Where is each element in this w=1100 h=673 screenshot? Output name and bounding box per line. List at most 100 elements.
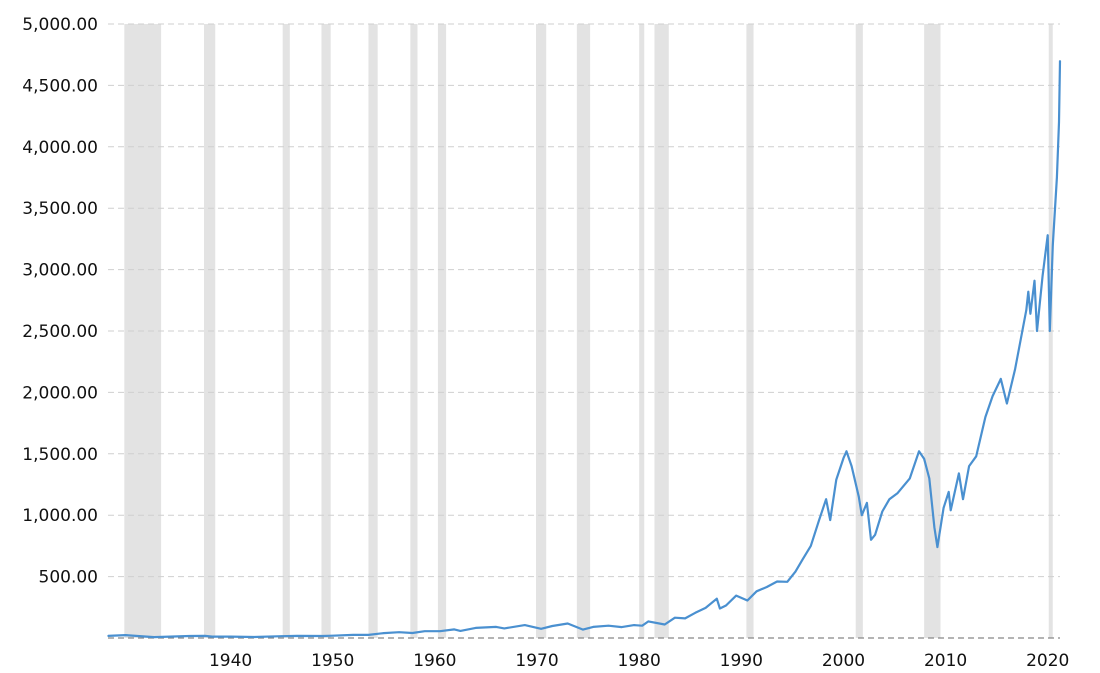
- x-tick-label: 2010: [924, 651, 967, 671]
- y-tick-label: 3,000.00: [22, 261, 98, 281]
- x-tick-label: 1940: [209, 651, 252, 671]
- data-point: [620, 626, 623, 628]
- data-point: [540, 627, 542, 630]
- data-point: [607, 624, 610, 627]
- data-point: [933, 526, 936, 529]
- data-point: [861, 514, 863, 516]
- data-point: [1014, 368, 1016, 370]
- data-point: [1036, 330, 1038, 332]
- data-point: [153, 636, 155, 638]
- data-point: [439, 630, 441, 633]
- y-tick-label: 3,500.00: [22, 199, 98, 219]
- data-point: [755, 590, 758, 593]
- data-point: [909, 477, 911, 480]
- data-point: [411, 632, 414, 634]
- data-point: [825, 498, 827, 501]
- data-point: [204, 635, 206, 637]
- data-point: [647, 620, 650, 623]
- data-point: [523, 624, 526, 626]
- data-point: [1059, 60, 1061, 62]
- data-point: [694, 612, 697, 614]
- data-point: [503, 627, 506, 630]
- data-point: [382, 632, 385, 634]
- data-point: [582, 628, 584, 631]
- data-point: [999, 378, 1002, 380]
- data-point: [1027, 290, 1030, 293]
- data-point: [1046, 234, 1049, 237]
- data-point: [818, 519, 820, 522]
- data-point: [674, 616, 676, 619]
- data-point: [1025, 309, 1028, 311]
- y-axis-tick-labels: 500.00 1,000.00 1,500.00 2,000.00 2,500.00 3,…: [22, 15, 98, 588]
- data-point: [947, 491, 950, 493]
- data-point: [1041, 274, 1044, 277]
- data-point: [866, 502, 868, 504]
- x-tick-label: 1950: [311, 651, 354, 671]
- data-point: [719, 607, 721, 610]
- data-point: [870, 538, 872, 541]
- y-tick-label: 1,500.00: [22, 445, 98, 465]
- y-tick-label: 2,500.00: [22, 322, 98, 342]
- data-point: [107, 635, 109, 637]
- data-point: [936, 546, 939, 548]
- data-point: [663, 623, 666, 626]
- gridlines: [108, 23, 1060, 639]
- data-point: [850, 465, 853, 467]
- data-point: [1029, 313, 1032, 315]
- data-point: [766, 586, 768, 588]
- data-point: [923, 457, 925, 460]
- data-point: [296, 635, 298, 637]
- data-point: [453, 628, 456, 631]
- data-point: [633, 624, 635, 626]
- data-point: [735, 594, 737, 597]
- data-point: [641, 624, 644, 627]
- data-point: [794, 570, 797, 573]
- x-tick-label: 1970: [515, 651, 558, 671]
- data-point: [253, 636, 255, 638]
- data-point: [188, 635, 191, 637]
- data-point: [842, 457, 845, 459]
- data-point: [809, 545, 812, 547]
- data-point: [495, 626, 497, 628]
- data-point: [1006, 402, 1008, 405]
- data-point: [857, 495, 860, 498]
- series-points: [107, 60, 1061, 638]
- x-tick-label: 1980: [618, 651, 661, 671]
- data-point: [398, 631, 400, 634]
- data-point: [801, 558, 804, 561]
- data-point: [991, 395, 994, 397]
- data-point: [684, 617, 686, 620]
- data-point: [975, 455, 978, 458]
- data-point: [874, 534, 876, 536]
- data-point: [229, 635, 232, 638]
- y-tick-label: 2,000.00: [22, 383, 98, 403]
- y-tick-label: 1,000.00: [22, 506, 98, 526]
- y-tick-label: 5,000.00: [22, 15, 98, 35]
- data-point: [958, 472, 960, 475]
- data-point: [592, 626, 594, 628]
- recession-band: [321, 24, 331, 638]
- data-point: [1033, 279, 1036, 282]
- data-point: [566, 622, 569, 625]
- data-point: [888, 498, 891, 501]
- x-tick-label: 1960: [413, 651, 456, 671]
- data-point: [942, 507, 945, 509]
- data-point: [1058, 121, 1060, 124]
- data-point: [829, 519, 831, 521]
- data-point: [715, 597, 718, 600]
- data-point: [1052, 244, 1054, 246]
- x-tick-label: 2000: [822, 651, 865, 671]
- data-point: [1048, 330, 1051, 332]
- data-point: [551, 625, 554, 627]
- data-point: [725, 604, 727, 607]
- data-point: [331, 634, 334, 637]
- data-point: [896, 492, 899, 494]
- data-point: [124, 634, 127, 636]
- y-tick-label: 500.00: [39, 568, 98, 588]
- data-point: [968, 465, 970, 467]
- recession-band: [282, 24, 290, 638]
- data-point: [459, 630, 462, 632]
- data-point: [962, 498, 964, 501]
- data-point: [776, 580, 778, 583]
